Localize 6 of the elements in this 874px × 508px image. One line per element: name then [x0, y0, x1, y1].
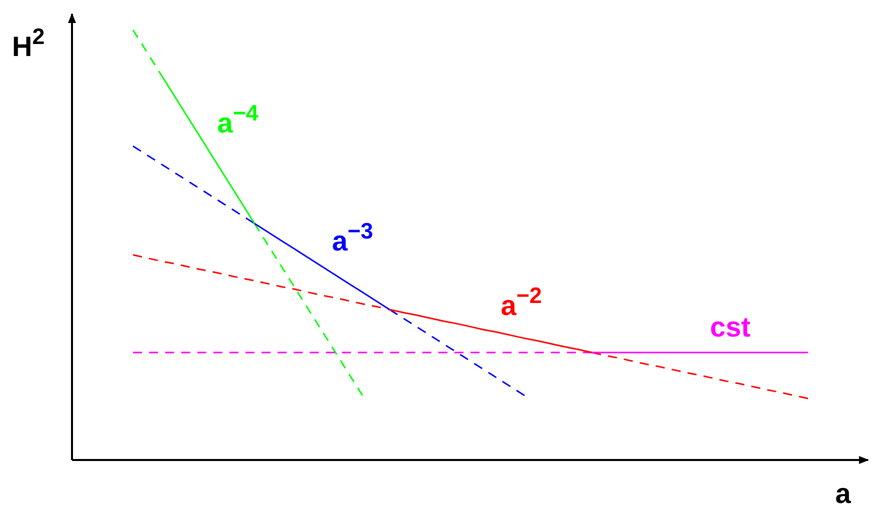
- y-axis-title: H$^{2}$: [12, 24, 45, 62]
- series-label: cst: [710, 312, 750, 342]
- series-label: a$^{−3}$: [332, 218, 374, 256]
- series-label: a$^{−2}$: [500, 282, 542, 321]
- series-label: a$^{−4}$: [217, 100, 259, 138]
- x-axis-title: a: [835, 478, 852, 508]
